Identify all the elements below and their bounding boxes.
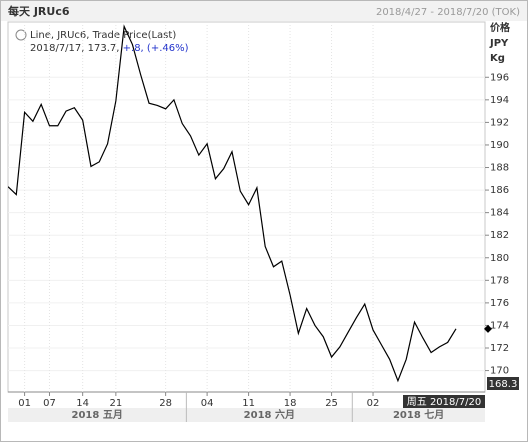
month-label: 2018 六月 [244,408,295,421]
legend-detail: 2018/7/17, 173.7, +.8, (+.46%) [30,43,189,54]
x-tick-label: 07 [43,398,56,409]
y-tick-label: 184 [490,208,509,219]
x-tick-label: 14 [76,398,89,409]
header-range: 2018/4/27 - 2018/7/20 (TOK) [376,7,520,18]
y-tick-label: 180 [490,253,509,264]
y-tick-label: 170 [490,366,509,377]
low-box [487,377,519,390]
price-line [8,24,457,383]
header-bar [1,1,527,21]
y-tick-label: 172 [490,343,509,354]
y-tick-label: 186 [490,185,509,196]
y-unit: 价格 [490,21,511,34]
y-tick-label: 188 [490,163,509,174]
last-price-marker [484,324,492,333]
x-tick-label: 21 [109,398,122,409]
x-tick-label: 18 [284,398,297,409]
y-tick-label: 174 [490,320,509,331]
legend-icon[interactable] [15,29,27,41]
x-tick-label: 01 [18,398,31,409]
y-tick-label: 182 [490,230,509,241]
y-tick-label: 176 [490,298,509,309]
month-label: 2018 七月 [393,408,444,421]
header-title: 每天 JRUc6 [8,4,70,18]
cursor-box [403,395,485,408]
x-tick-label: 28 [159,398,172,409]
month-label: 2018 五月 [72,409,123,421]
cursor-date: 周五 2018/7/20 [407,396,481,408]
legend-detail-text: 2018/7/17, 173.7, [30,43,119,54]
month-band [8,408,485,422]
plot-area [7,21,486,393]
y-tick-label: 190 [490,140,509,151]
y-tick-label: 196 [490,72,509,83]
y-unit: JPY [489,38,509,49]
x-tick-label: 04 [201,398,214,409]
x-tick-label: 02 [367,398,380,409]
y-tick-label: 194 [490,95,509,106]
y-unit: Kg [490,53,505,64]
x-tick-label: 25 [325,398,338,409]
y-tick-label: 192 [490,117,509,128]
x-tick-label: 11 [242,398,255,409]
legend-name: Line, JRUc6, Trade Price(Last) [30,30,176,41]
low-label: 168.3 [489,379,518,390]
legend-change: +.8, (+.46%) [123,43,189,54]
y-tick-label: 178 [490,275,509,286]
